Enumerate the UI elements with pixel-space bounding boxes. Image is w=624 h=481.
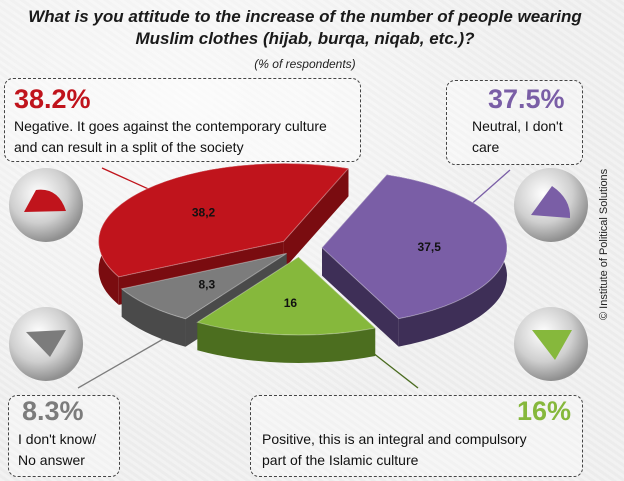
badge-positive-icon	[514, 307, 588, 381]
pie-slice-neutral	[321, 174, 508, 347]
pie-slice-wall-end-neutral	[321, 247, 399, 347]
title-line-2: Muslim clothes (hijab, burqa, niqab, etc…	[135, 29, 475, 48]
desc-dont-know: I don't know/ No answer	[18, 429, 118, 471]
pct-negative: 38.2%	[14, 84, 91, 114]
callout-positive	[250, 395, 583, 477]
pie-data-labels: 38,2 37,5 8,3 16	[192, 205, 441, 310]
pct-neutral: 37.5%	[488, 84, 565, 114]
pct-positive: 16%	[517, 396, 572, 426]
badge-neutral-icon	[514, 168, 588, 242]
badge-neutral-wedge	[531, 186, 571, 218]
desc-positive-line-2: part of the Islamic culture	[262, 452, 419, 468]
chart-title: What is you attitude to the increase of …	[0, 6, 610, 50]
badge-positive-wedge	[532, 330, 572, 360]
desc-positive-line-1: Positive, this is an integral and compul…	[262, 431, 527, 447]
desc-neutral-line-1: Neutral, I don't	[472, 118, 563, 134]
pie-slice-top-neutral	[321, 174, 508, 320]
pct-dont-know: 8.3%	[22, 396, 84, 426]
desc-dont-know-line-1: I don't know/	[18, 431, 97, 447]
badge-negative-icon	[9, 168, 83, 242]
desc-negative-line-2: and can result in a split of the society	[14, 139, 244, 155]
callout-neutral	[446, 80, 583, 165]
pie-slices	[98, 162, 508, 363]
callout-dont-know	[8, 395, 120, 477]
badge-dont-know-wedge	[26, 330, 66, 357]
pie-slice-top-negative	[98, 162, 350, 278]
pie-slice-positive	[196, 256, 377, 363]
desc-dont-know-line-2: No answer	[18, 452, 85, 468]
desc-neutral: Neutral, I don't care	[472, 116, 582, 158]
chart-subtitle: (% of respondents)	[254, 57, 356, 71]
badge-negative-wedge	[24, 189, 66, 212]
pie-slice-side-dont-know	[121, 288, 186, 347]
desc-negative: Negative. It goes against the contempora…	[14, 116, 359, 158]
data-label-positive: 16	[284, 296, 298, 310]
data-label-dont-know: 8,3	[198, 278, 215, 292]
desc-negative-line-1: Negative. It goes against the contempora…	[14, 118, 327, 134]
data-label-negative: 38,2	[192, 205, 216, 219]
pie-slice-top-positive	[196, 256, 377, 336]
data-label-neutral: 37,5	[418, 240, 442, 254]
pie-slice-side-positive	[197, 322, 376, 363]
desc-neutral-line-2: care	[472, 139, 500, 155]
title-line-1: What is you attitude to the increase of …	[28, 7, 582, 26]
desc-positive: Positive, this is an integral and compul…	[262, 429, 580, 471]
leader-line-dont-know	[77, 337, 166, 389]
pie-slice-top-dont-know	[120, 252, 287, 320]
badge-dont-know-icon	[9, 307, 83, 381]
callout-negative	[4, 78, 361, 162]
